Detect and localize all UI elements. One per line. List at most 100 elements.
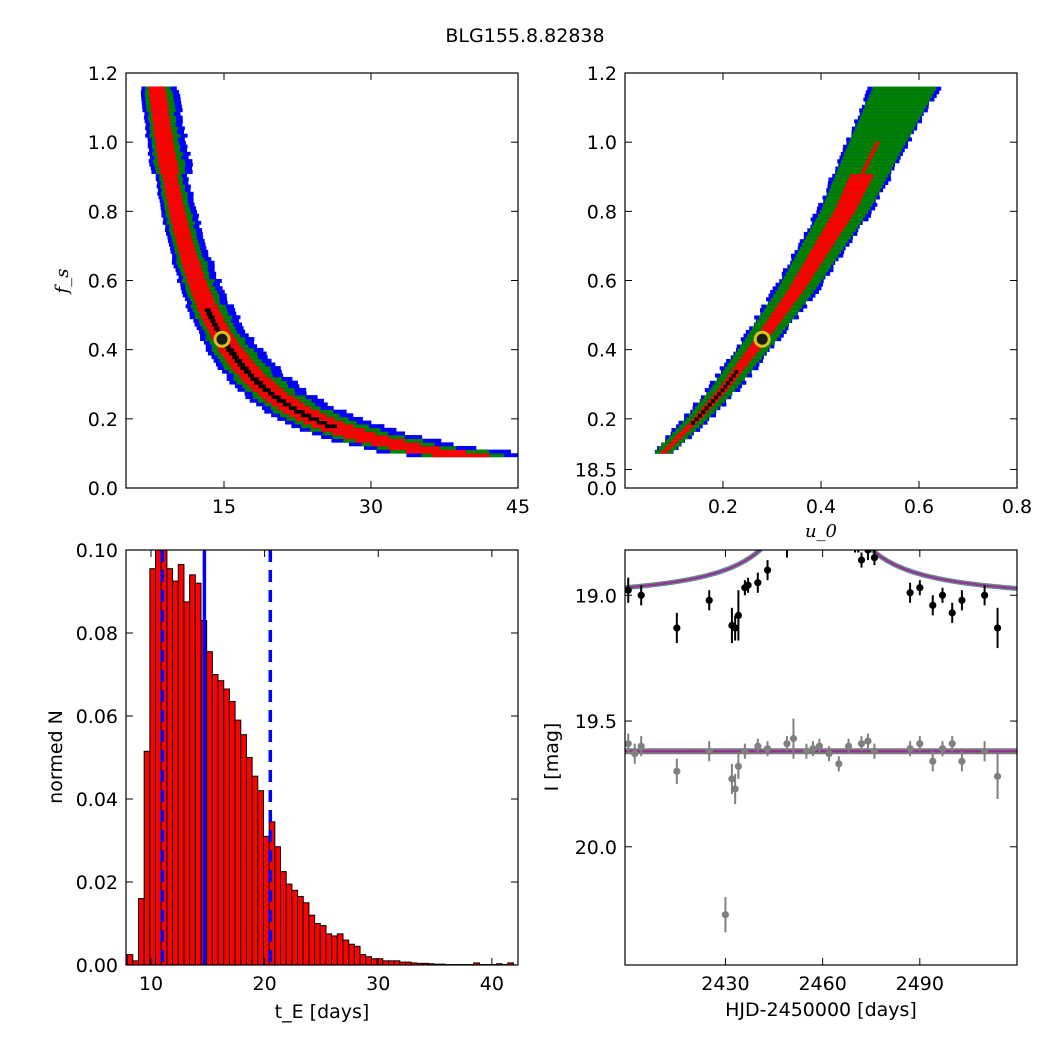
p1-band-black [254, 380, 263, 385]
p2-band-red [848, 177, 872, 182]
p1-ytick-label: 0.6 [88, 271, 118, 293]
p1-band-black [271, 395, 281, 400]
p1-band-black [276, 398, 286, 403]
p1-band-red [154, 133, 173, 138]
histogram-bar [353, 945, 361, 965]
p1-band-red [154, 130, 172, 134]
p2-band-red [833, 210, 855, 215]
p1-band-red [163, 180, 179, 185]
data-point [916, 584, 924, 592]
histogram-bar [240, 734, 247, 965]
p3-xtick-label: 30 [366, 973, 390, 995]
p3-ytick-label: 0.00 [76, 955, 118, 977]
residuals-point [809, 745, 817, 753]
p2-band-red [873, 144, 878, 149]
p2-band-red [805, 257, 825, 262]
p1-band-red [156, 148, 175, 153]
residuals-point [754, 742, 762, 750]
p1-band-red [181, 260, 201, 265]
p2-band-red [816, 239, 836, 244]
data-point [816, 403, 823, 410]
p2-band-black [707, 402, 712, 407]
data-point [754, 579, 762, 587]
p2-band-black [710, 398, 715, 403]
p2-band-red [869, 152, 874, 156]
p2-band-red [791, 282, 808, 287]
histogram-bar [257, 790, 264, 965]
p1-band-red [165, 188, 181, 193]
p1-band-red [191, 289, 211, 294]
p2-band-red [786, 290, 803, 294]
histogram-bar [251, 775, 259, 965]
p1-band-black [268, 391, 275, 396]
data-point [857, 556, 866, 564]
p2-band-black [691, 420, 695, 425]
residuals-point [844, 742, 853, 750]
p1-band-red [156, 151, 176, 156]
p2-band-red [784, 293, 800, 298]
p2-band-red [835, 206, 857, 211]
histogram-bar [155, 550, 162, 965]
p2-band-red [661, 449, 668, 454]
p1-band-red [355, 438, 406, 443]
residuals-point [938, 745, 947, 753]
data-point [637, 591, 645, 599]
p1-band-black [210, 318, 216, 323]
histogram-bar [331, 935, 338, 965]
p2-band-red [678, 431, 686, 436]
p2-band-red [871, 148, 876, 153]
p1-band-red [177, 246, 195, 251]
panel-light-curve: 2430 2460 2490 18.5 19.0 19.5 20.0 I [mag] HJD… [541, 403, 1018, 1021]
p2-band-red [797, 271, 815, 276]
histogram-bar [149, 568, 157, 965]
p2-band-red [799, 268, 817, 273]
residuals-point [731, 785, 739, 793]
p2-band-red [738, 359, 751, 363]
p2-band-red [685, 424, 694, 429]
p4-xlabel: HJD-2450000 [days] [725, 999, 917, 1021]
p2-band-green [851, 133, 910, 138]
p1-band-red [149, 97, 168, 102]
p1-band-red [157, 159, 178, 164]
p1-band-red [171, 220, 189, 225]
p2-band-red [862, 166, 867, 171]
p1-band-red [170, 217, 187, 222]
p3-xtick-label: 20 [253, 973, 277, 995]
p1-band-red [155, 137, 173, 142]
p1-ytick-label: 1.0 [88, 132, 118, 154]
p1-band-red [189, 286, 210, 291]
p1-band-red [151, 111, 169, 116]
p1-band-black [240, 366, 249, 371]
data-point [763, 566, 772, 574]
p2-band-red [746, 348, 759, 353]
p2-ytick-label: 0.8 [587, 201, 617, 223]
p2-band-red [868, 155, 873, 160]
histogram-bar [308, 914, 316, 965]
data-point [731, 624, 739, 632]
p4-ytick-label: 19.0 [575, 585, 617, 607]
p3-ylabel: normed N [45, 710, 67, 804]
p2-band-red [733, 366, 745, 371]
p2-band-red [776, 304, 792, 309]
residuals-point [948, 740, 956, 748]
residuals-point [741, 747, 749, 755]
p1-band-red [169, 209, 186, 214]
p2-band-red [864, 162, 869, 167]
p2-band-black [734, 369, 739, 374]
p1-band-black [226, 347, 235, 352]
p2-ytick-label: 0.6 [587, 271, 617, 293]
p1-band-red [194, 297, 214, 302]
p3-xtick-label: 10 [139, 973, 163, 995]
p1-band-red [159, 166, 179, 171]
data-point [734, 611, 742, 619]
p2-band-green [855, 126, 914, 131]
p2-band-red [829, 217, 850, 222]
histogram-bar [359, 954, 367, 965]
histogram-bar [228, 700, 236, 965]
histogram-bar [348, 943, 355, 965]
p1-band-red [153, 126, 172, 131]
data-point [981, 591, 989, 599]
residuals-point [637, 742, 645, 750]
p1-xtick-label: 30 [359, 496, 383, 518]
p1-ytick-label: 0.4 [88, 340, 118, 362]
